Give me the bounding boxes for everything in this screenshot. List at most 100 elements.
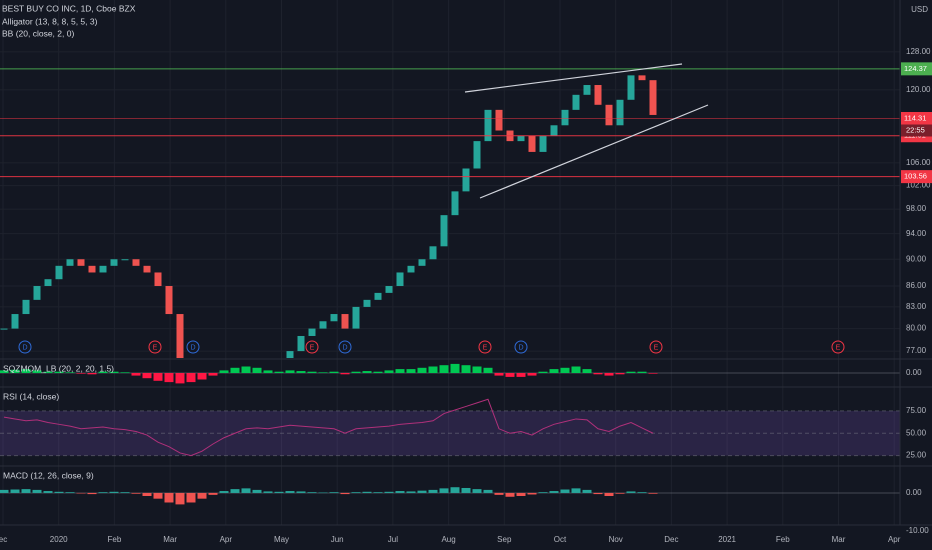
- histogram-bar: [461, 487, 471, 493]
- histogram-bar: [21, 369, 31, 373]
- x-tick-label: ec: [0, 535, 7, 544]
- histogram-bar: [648, 373, 658, 374]
- candle: [440, 215, 448, 247]
- candle: [176, 314, 184, 358]
- histogram-bar: [131, 492, 141, 494]
- event-label: E: [153, 344, 158, 351]
- y-tick-label: 86.00: [906, 281, 927, 290]
- y-tick-label: 106.00: [906, 158, 931, 167]
- candle: [297, 335, 305, 352]
- histogram-bar: [274, 371, 284, 373]
- histogram-bar: [527, 492, 537, 495]
- y-tick-label: 50.00: [906, 428, 927, 437]
- y-tick-label: -10.00: [906, 526, 929, 535]
- histogram-bar: [648, 492, 658, 494]
- histogram-bar: [351, 371, 361, 373]
- histogram-bar: [571, 488, 581, 493]
- event-label: E: [654, 344, 659, 351]
- pane-title: MACD (12, 26, close, 9): [3, 470, 94, 480]
- histogram-bar: [637, 492, 647, 493]
- candle: [462, 168, 470, 192]
- indicator-label: BB (20, close, 2, 0): [2, 28, 74, 38]
- candle: [55, 265, 63, 280]
- y-tick-label: 98.00: [906, 204, 927, 213]
- candle: [352, 306, 360, 329]
- candle: [374, 292, 382, 300]
- histogram-bar: [516, 373, 526, 377]
- histogram-bar: [494, 492, 504, 495]
- event-label: D: [518, 344, 523, 351]
- histogram-bar: [274, 491, 284, 493]
- histogram-bar: [318, 492, 328, 494]
- histogram-bar: [65, 492, 75, 493]
- x-tick-label: Nov: [609, 535, 623, 544]
- drawings: [464, 63, 709, 199]
- histogram-bar: [131, 373, 141, 376]
- symbol-title: BEST BUY CO INC, 1D, Cboe BZX: [2, 3, 136, 13]
- event-label: E: [836, 344, 841, 351]
- price-tag-label: 124.37: [904, 64, 927, 73]
- histogram-bar: [494, 373, 504, 376]
- histogram-bar: [538, 371, 548, 373]
- candle: [33, 286, 41, 300]
- histogram-bar: [76, 492, 86, 494]
- histogram-bar: [186, 373, 196, 383]
- candle: [451, 191, 459, 216]
- event-marker: [338, 340, 352, 354]
- y-tick-label: 102.00: [906, 181, 931, 190]
- pane-title: RSI (14, close): [3, 391, 59, 401]
- candle: [363, 299, 371, 307]
- histogram-bar: [307, 371, 317, 373]
- x-tick-label: 2021: [718, 535, 736, 544]
- histogram-bar: [505, 373, 515, 377]
- candle: [66, 259, 74, 266]
- histogram-bar: [373, 371, 383, 373]
- histogram-bar: [54, 491, 64, 493]
- histogram-bar: [362, 371, 372, 373]
- candle: [484, 109, 492, 142]
- histogram-bar: [32, 489, 42, 493]
- price-tag-label: 103.56: [904, 172, 927, 181]
- histogram-bar: [439, 365, 449, 373]
- histogram-bar: [615, 373, 625, 375]
- countdown: 22:55: [906, 125, 925, 134]
- histogram-bar: [527, 373, 537, 376]
- candle: [561, 109, 569, 126]
- candle: [605, 104, 613, 126]
- pane-title: SQZMOM_LB (20, 2, 20, 1.5): [3, 363, 114, 373]
- grid: [0, 0, 900, 525]
- x-tick-label: Apr: [888, 535, 901, 544]
- histogram-bar: [219, 370, 229, 373]
- x-tick-label: Aug: [441, 535, 455, 544]
- histogram-bar: [252, 367, 262, 373]
- histogram-bar: [560, 367, 570, 373]
- countdown-tag: [901, 124, 932, 137]
- histogram-bar: [340, 373, 350, 375]
- x-tick-label: Mar: [832, 535, 846, 544]
- indicator-panes: [0, 358, 932, 505]
- candle: [0, 328, 8, 330]
- histogram-bar: [120, 492, 130, 493]
- candle: [616, 99, 624, 126]
- y-tick-label: 120.00: [906, 85, 931, 94]
- event-label: D: [190, 344, 195, 351]
- histogram-bar: [428, 366, 438, 373]
- candle: [539, 135, 547, 152]
- histogram-bar: [76, 373, 86, 374]
- event-label: E: [310, 344, 315, 351]
- y-tick-label: 83.00: [906, 302, 927, 311]
- event-label: D: [22, 344, 27, 351]
- event-marker: [305, 340, 319, 354]
- candle: [341, 314, 349, 329]
- candle: [594, 85, 602, 105]
- histogram-bar: [417, 367, 427, 373]
- histogram-bar: [109, 371, 119, 373]
- histogram-bar: [285, 491, 295, 493]
- candle: [550, 125, 558, 136]
- candle: [319, 321, 327, 329]
- histogram-bar: [505, 492, 515, 497]
- histogram-bar: [208, 373, 218, 376]
- price-pane: [0, 68, 900, 358]
- histogram-bar: [65, 372, 75, 373]
